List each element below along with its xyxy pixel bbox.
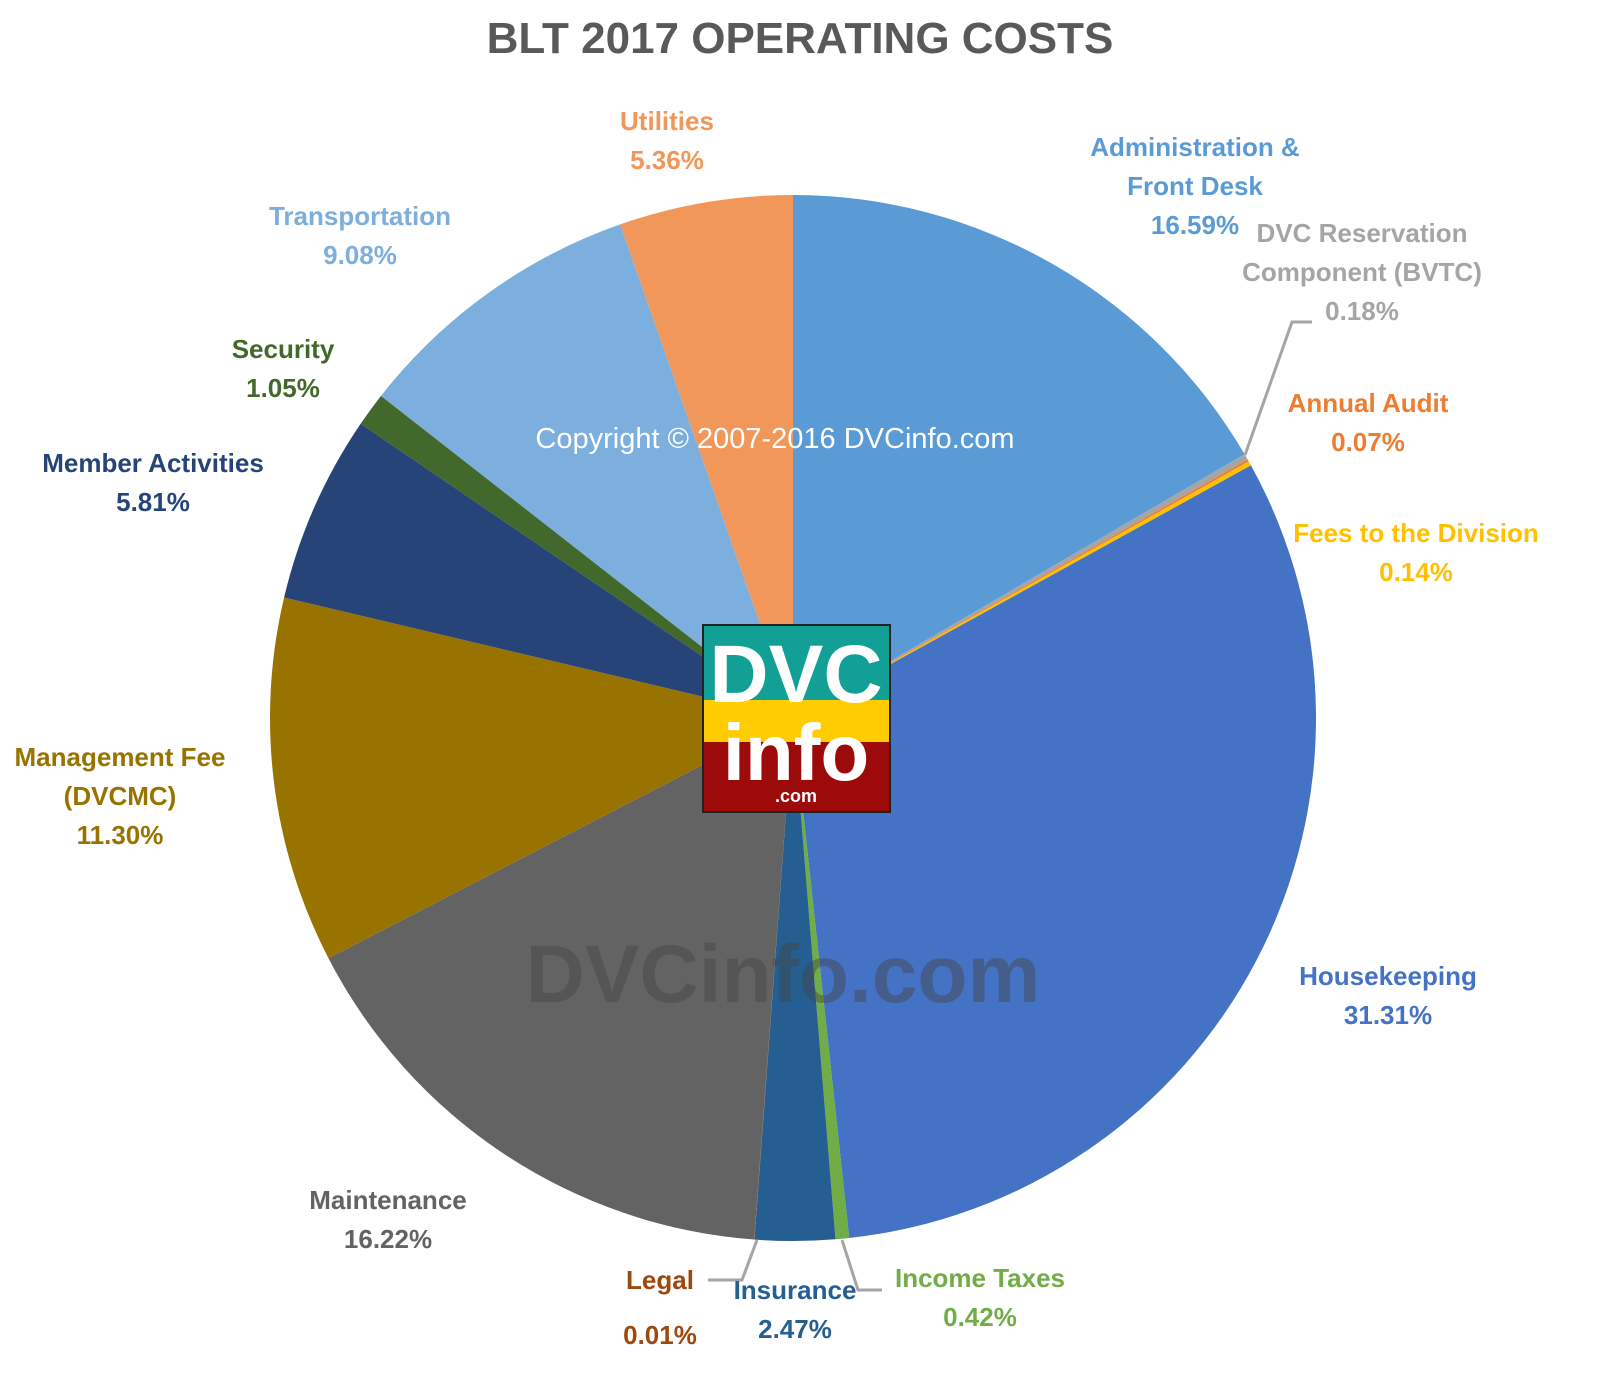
slice-label: Housekeeping 31.31% bbox=[1263, 957, 1513, 1035]
value-label: 0.14% bbox=[1379, 557, 1453, 587]
category-label: Housekeeping bbox=[1299, 961, 1477, 991]
value-label: 0.01% bbox=[623, 1320, 697, 1350]
slice bbox=[620, 195, 793, 718]
value-label: 0.18% bbox=[1325, 296, 1399, 326]
category-label: Legal bbox=[626, 1265, 694, 1295]
logo-middle: info bbox=[723, 708, 870, 797]
logo-bottom: .com bbox=[775, 786, 817, 806]
copyright: Copyright © 2007-2016 DVCinfo.com bbox=[535, 423, 1014, 455]
slice-label: Administration & Front Desk 16.59% bbox=[1070, 128, 1320, 245]
value-label: 0.07% bbox=[1331, 427, 1405, 457]
slice bbox=[793, 718, 850, 1240]
category-label: Maintenance bbox=[309, 1185, 467, 1215]
value-label: 0.42% bbox=[943, 1302, 1017, 1332]
category-label: DVC Reservation Component (BVTC) bbox=[1242, 218, 1482, 287]
category-label: Income Taxes bbox=[894, 1263, 1066, 1293]
slice bbox=[793, 454, 1248, 718]
slice bbox=[380, 224, 793, 719]
leader-line bbox=[708, 1239, 759, 1282]
slice bbox=[793, 459, 1249, 718]
value-label: 16.22% bbox=[343, 1224, 433, 1254]
value-label: 1.05% bbox=[246, 373, 320, 403]
value-label: 11.30% bbox=[76, 820, 164, 850]
slice bbox=[360, 395, 793, 718]
slice-label: Maintenance 16.22% bbox=[263, 1181, 513, 1259]
chart-title: BLT 2017 OPERATING COSTS bbox=[486, 14, 1114, 63]
slice-label: Management Fee (DVCMC) 11.30% bbox=[0, 738, 240, 855]
slice bbox=[270, 597, 793, 959]
category-label: Security bbox=[231, 334, 335, 364]
value-label: 5.81% bbox=[116, 487, 190, 517]
slice-label: Income Taxes 0.42% bbox=[855, 1259, 1105, 1337]
slice-label: Member Activities 5.81% bbox=[13, 444, 293, 522]
slice-label: Fees to the Division 0.14% bbox=[1276, 514, 1556, 592]
slice bbox=[328, 718, 793, 1240]
value-label: 5.36% bbox=[630, 145, 704, 175]
category-label: Administration & Front Desk bbox=[1090, 132, 1300, 201]
slice bbox=[754, 718, 836, 1242]
category-label: Insurance bbox=[733, 1275, 857, 1305]
slice-label: Insurance 2.47% bbox=[695, 1271, 895, 1349]
value-label: 2.47% bbox=[758, 1314, 832, 1344]
slice-label: Security 1.05% bbox=[183, 330, 383, 408]
logo-top: DVC bbox=[709, 629, 882, 720]
category-label: Member Activities bbox=[42, 448, 264, 478]
slice bbox=[793, 465, 1316, 1238]
slice-label: DVC Reservation Component (BVTC) 0.18% bbox=[1227, 214, 1497, 331]
slice-label: Utilities 5.36% bbox=[567, 102, 767, 180]
category-label: Fees to the Division bbox=[1293, 518, 1539, 548]
slice bbox=[793, 461, 1251, 718]
value-label: 9.08% bbox=[323, 240, 397, 270]
slice-label: Transportation 9.08% bbox=[235, 197, 485, 275]
logo: DVC info .com bbox=[702, 624, 891, 813]
leader-line bbox=[840, 1239, 882, 1292]
slice bbox=[754, 718, 793, 1240]
slice bbox=[284, 423, 793, 718]
slice-label: Annual Audit 0.07% bbox=[1243, 384, 1493, 462]
leader-line bbox=[1243, 320, 1312, 456]
category-label: Management Fee (DVCMC) bbox=[14, 742, 226, 811]
slice-label: Legal 0.01% bbox=[600, 1261, 720, 1355]
slice bbox=[793, 195, 1245, 718]
category-label: Utilities bbox=[620, 106, 714, 136]
value-label: 31.31% bbox=[1343, 1000, 1433, 1030]
value-label: 16.59% bbox=[1150, 210, 1240, 240]
watermark: DVCinfo.com bbox=[526, 929, 1041, 1020]
category-label: Transportation bbox=[268, 201, 451, 231]
category-label: Annual Audit bbox=[1287, 388, 1449, 418]
